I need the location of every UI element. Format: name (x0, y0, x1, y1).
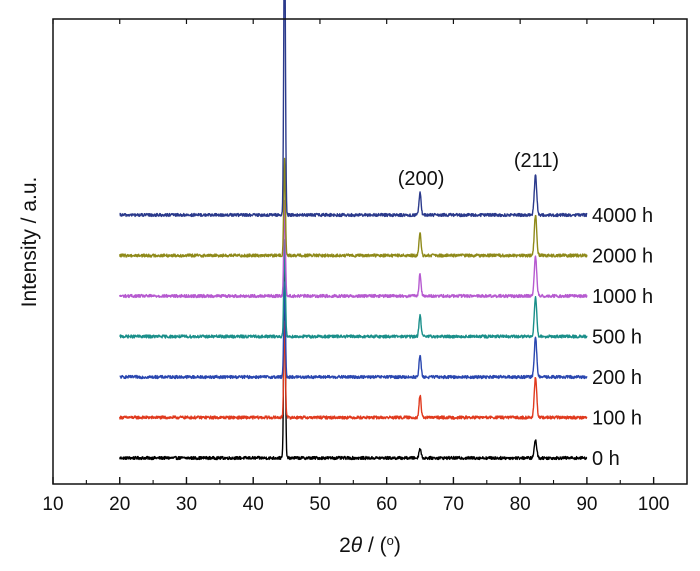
x-axis-title-suffix: / ( (362, 534, 387, 557)
x-axis-title-prefix: 2 (339, 534, 351, 557)
series-label: 200 h (592, 367, 642, 389)
peak-labels: (110)(200)(211) (398, 150, 559, 190)
x-tick-label: 100 (638, 494, 670, 515)
x-axis-title-symbol: θ (351, 534, 363, 557)
series-label: 100 h (592, 408, 642, 430)
series-labels: 0 h 100 h 200 h 500 h 1000 h 2000 h 4000 h (592, 205, 653, 470)
x-tick-label: 50 (309, 494, 330, 515)
series-label: 0 h (592, 448, 620, 470)
x-axis-title-unit: o (387, 533, 394, 548)
plot-frame (52, 18, 688, 485)
x-tick-label: 90 (576, 494, 597, 515)
series-line (119, 239, 588, 339)
series-curves (119, 0, 588, 461)
y-axis-title: Intensity / a.u. (18, 177, 41, 308)
series-label: 1000 h (592, 286, 653, 308)
x-tick-label: 10 (42, 494, 63, 515)
series-label: 2000 h (592, 246, 653, 268)
series-line (119, 320, 588, 420)
series-label: 4000 h (592, 205, 653, 227)
x-axis-ticks (52, 19, 655, 484)
x-tick-label: 20 (109, 494, 130, 515)
peak-label: (200) (398, 168, 445, 190)
x-tick-label: 80 (510, 494, 531, 515)
x-tick-label: 70 (443, 494, 464, 515)
series-label: 500 h (592, 327, 642, 349)
x-axis-tick-labels: 10 20 30 40 50 60 70 80 90 100 (42, 494, 669, 515)
x-axis-title-close: ) (394, 534, 401, 557)
x-axis-title: 2θ / (o) (339, 533, 401, 558)
x-tick-label: 40 (243, 494, 264, 515)
x-tick-label: 60 (376, 494, 397, 515)
x-tick-label: 30 (176, 494, 197, 515)
series-line (119, 157, 588, 258)
peak-label: (211) (514, 150, 559, 172)
series-line (119, 0, 588, 218)
series-line (119, 199, 588, 299)
series-line (119, 246, 588, 461)
series-line (119, 281, 588, 380)
